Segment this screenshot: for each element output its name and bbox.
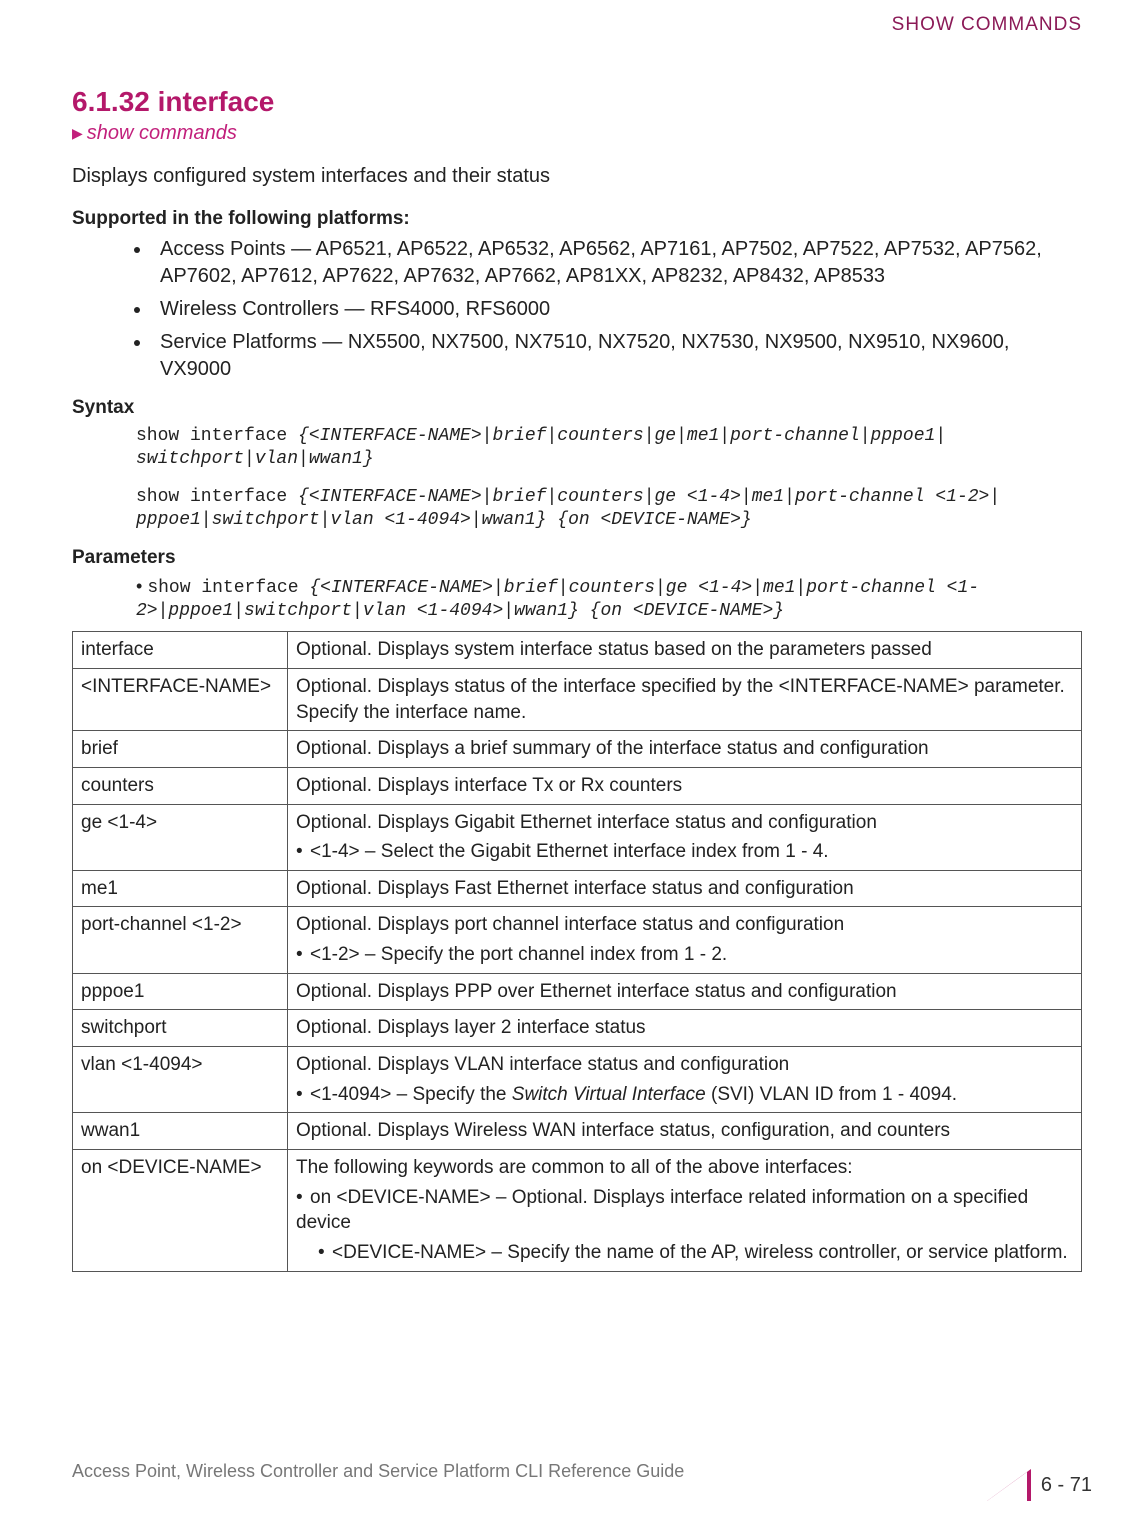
table-row: on <DEVICE-NAME>The following keywords a… (73, 1149, 1082, 1271)
syntax-heading: Syntax (72, 397, 1082, 419)
footer-left-text: Access Point, Wireless Controller and Se… (72, 1461, 684, 1481)
param-desc-cell: Optional. Displays a brief summary of th… (288, 731, 1082, 768)
param-name-cell: pppoe1 (73, 973, 288, 1010)
header-right: SHOW COMMANDS (72, 14, 1082, 36)
supported-heading: Supported in the following platforms: (72, 208, 1082, 230)
breadcrumb-arrow-icon: ▶ (72, 125, 83, 141)
param-name-cell: ge <1-4> (73, 804, 288, 870)
param-name-cell: me1 (73, 870, 288, 907)
param-desc-cell: Optional. Displays port channel interfac… (288, 907, 1082, 973)
footer-wedge-icon (987, 1469, 1031, 1501)
parameters-table: interfaceOptional. Displays system inter… (72, 631, 1082, 1271)
breadcrumb: ▶show commands (72, 122, 1082, 145)
param-name-cell: vlan <1-4094> (73, 1047, 288, 1113)
table-row: me1Optional. Displays Fast Ethernet inte… (73, 870, 1082, 907)
supported-list: Access Points — AP6521, AP6522, AP6532, … (72, 236, 1082, 383)
param-desc-cell: Optional. Displays Gigabit Ethernet inte… (288, 804, 1082, 870)
param-name-cell: port-channel <1-2> (73, 907, 288, 973)
table-row: ge <1-4>Optional. Displays Gigabit Ether… (73, 804, 1082, 870)
breadcrumb-text: show commands (87, 122, 237, 144)
param-name-cell: interface (73, 632, 288, 669)
param-desc-cell: Optional. Displays PPP over Ethernet int… (288, 973, 1082, 1010)
syntax-block-1: show interface {<INTERFACE-NAME>|brief|c… (136, 425, 1082, 472)
param-desc-cell: Optional. Displays Wireless WAN interfac… (288, 1113, 1082, 1150)
table-row: <INTERFACE-NAME>Optional. Displays statu… (73, 668, 1082, 730)
supported-item: Access Points — AP6521, AP6522, AP6532, … (152, 236, 1082, 290)
table-row: port-channel <1-2>Optional. Displays por… (73, 907, 1082, 973)
syntax-block-2: show interface {<INTERFACE-NAME>|brief|c… (136, 486, 1082, 533)
param-desc-cell: Optional. Displays status of the interfa… (288, 668, 1082, 730)
param-desc-cell: The following keywords are common to all… (288, 1149, 1082, 1271)
param-name-cell: on <DEVICE-NAME> (73, 1149, 288, 1271)
table-row: switchportOptional. Displays layer 2 int… (73, 1010, 1082, 1047)
table-row: countersOptional. Displays interface Tx … (73, 767, 1082, 804)
table-row: briefOptional. Displays a brief summary … (73, 731, 1082, 768)
syntax2-kw: show interface (136, 487, 298, 507)
parameters-heading: Parameters (72, 547, 1082, 569)
lead-text: Displays configured system interfaces an… (72, 165, 1082, 188)
param-desc-cell: Optional. Displays interface Tx or Rx co… (288, 767, 1082, 804)
syntax1-kw: show interface (136, 426, 298, 446)
page-number: 6 - 71 (1041, 1474, 1092, 1497)
param-name-cell: <INTERFACE-NAME> (73, 668, 288, 730)
parameters-intro: • show interface {<INTERFACE-NAME>|brief… (136, 575, 1082, 624)
table-row: vlan <1-4094>Optional. Displays VLAN int… (73, 1047, 1082, 1113)
param-name-cell: counters (73, 767, 288, 804)
page-footer: Access Point, Wireless Controller and Se… (0, 1461, 1126, 1501)
param-intro-kw: show interface (147, 578, 309, 598)
section-title: 6.1.32 interface (72, 86, 1082, 118)
table-row: interfaceOptional. Displays system inter… (73, 632, 1082, 669)
param-name-cell: switchport (73, 1010, 288, 1047)
table-row: wwan1Optional. Displays Wireless WAN int… (73, 1113, 1082, 1150)
param-name-cell: wwan1 (73, 1113, 288, 1150)
param-desc-cell: Optional. Displays system interface stat… (288, 632, 1082, 669)
param-desc-cell: Optional. Displays layer 2 interface sta… (288, 1010, 1082, 1047)
param-desc-cell: Optional. Displays Fast Ethernet interfa… (288, 870, 1082, 907)
table-row: pppoe1Optional. Displays PPP over Ethern… (73, 973, 1082, 1010)
param-name-cell: brief (73, 731, 288, 768)
param-desc-cell: Optional. Displays VLAN interface status… (288, 1047, 1082, 1113)
supported-item: Wireless Controllers — RFS4000, RFS6000 (152, 296, 1082, 323)
supported-item: Service Platforms — NX5500, NX7500, NX75… (152, 329, 1082, 383)
